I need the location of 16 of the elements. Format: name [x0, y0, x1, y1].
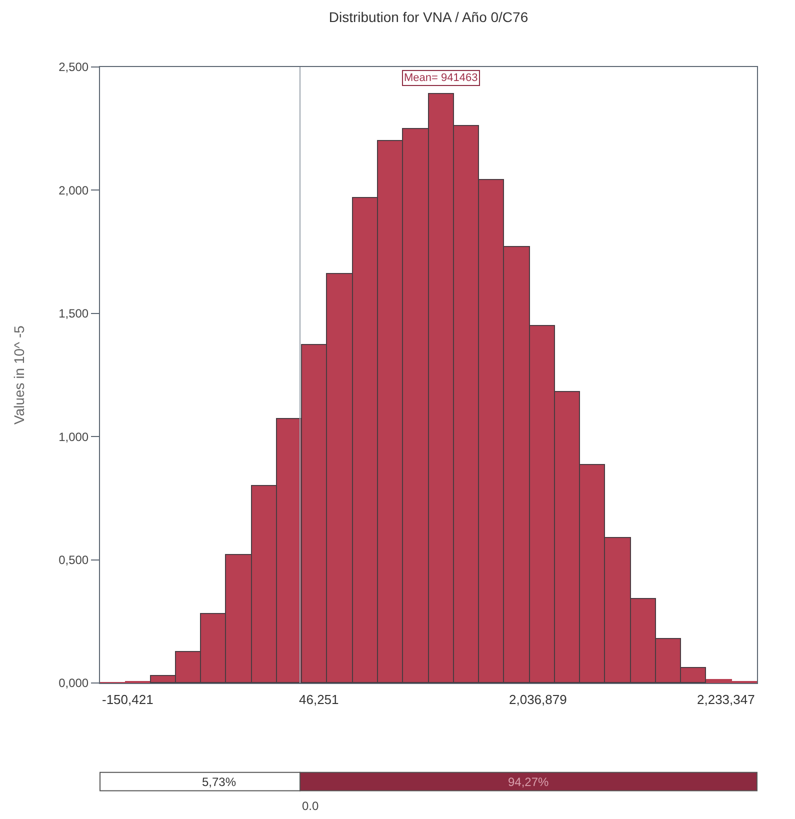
text: 46,251 [299, 692, 339, 707]
text: 2,233,347 [697, 692, 755, 707]
text: 2,036,879 [509, 692, 567, 707]
y-tick-label: 2,500 [58, 60, 89, 74]
y-tick-label: 0,500 [58, 553, 89, 567]
y-tick-label: 2,000 [58, 183, 89, 198]
y-tick-label: 1,000 [58, 430, 89, 444]
text: 0.0 [302, 799, 320, 813]
text: 5,73% [202, 775, 236, 789]
y-tick-label: 1,500 [58, 306, 89, 321]
text: -150,421 [102, 692, 154, 707]
y-tick-label: 0,000 [58, 676, 89, 690]
y-axis-title: Values in 10^ -5 [11, 325, 28, 424]
annotation: Mean= 941463 [404, 72, 478, 84]
text: 94,27% [508, 775, 550, 789]
chart-title: Distribution for VNA / Año 0/C76 [328, 8, 528, 25]
